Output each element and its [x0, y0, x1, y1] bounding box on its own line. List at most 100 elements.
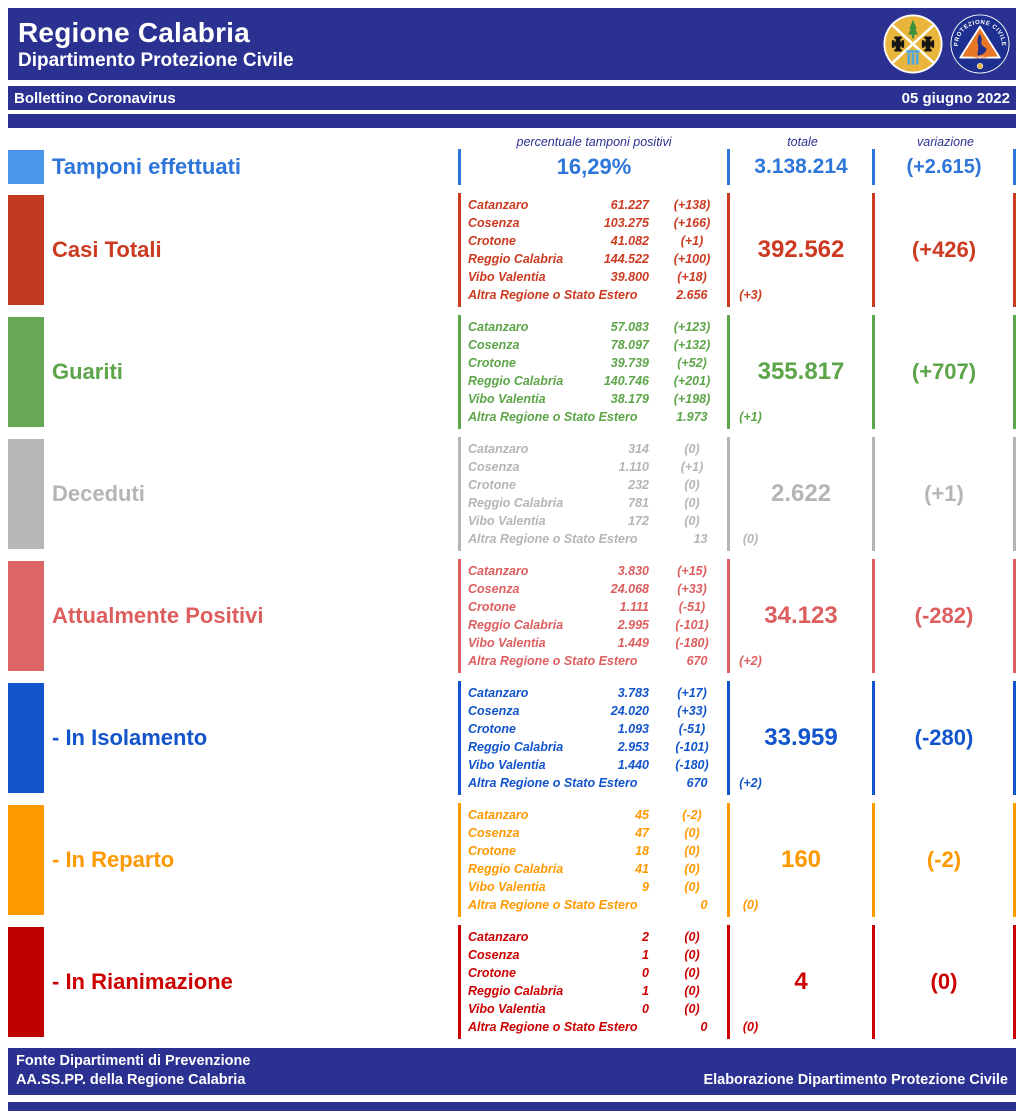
- province-change: (+138): [673, 197, 711, 212]
- section-label: - In Reparto: [52, 847, 175, 872]
- province-name: Altra Regione o Stato Estero: [468, 409, 638, 424]
- province-value: 1.110: [618, 459, 649, 474]
- province-change: (0): [742, 531, 759, 546]
- province-change: (0): [684, 513, 700, 528]
- province-value: 41: [635, 861, 649, 876]
- province-name: Cosenza: [468, 947, 520, 962]
- section-label-cell: Deceduti: [8, 437, 458, 551]
- province-breakdown: Catanzaro 57.083 (+123) Cosenza 78.097 (+132)…: [458, 315, 762, 429]
- section-swatch: [8, 805, 44, 915]
- province-name: Reggio Calabria: [468, 739, 564, 754]
- province-value: 3.783: [617, 685, 649, 700]
- province-change: (-51): [678, 599, 706, 614]
- section-label: - In Rianimazione: [52, 969, 233, 994]
- province-row: Vibo Valentia 9 (0): [468, 880, 725, 895]
- province-name: Crotone: [468, 599, 516, 614]
- section-row: - In Rianimazione Catanzaro 2 (0) Cosenza 1 (0…: [8, 925, 1016, 1039]
- section-total: 2.622: [730, 437, 875, 551]
- tamponi-total: 3.138.214: [730, 149, 875, 185]
- province-value: 172: [628, 513, 649, 528]
- section-variation: (+426): [875, 193, 1016, 307]
- province-value: 1: [642, 983, 649, 998]
- province-breakdown: Catanzaro 314 (0) Cosenza 1.110 (+1) Crotone 23…: [458, 437, 758, 551]
- column-header-percentage: percentuale tamponi positivi: [516, 135, 672, 149]
- province-value: 47: [635, 825, 649, 840]
- section-variation: (+1): [875, 437, 1016, 551]
- province-change: (0): [684, 947, 700, 962]
- province-row: Catanzaro 314 (0): [468, 442, 725, 457]
- province-row: Crotone 232 (0): [468, 478, 725, 493]
- province-change: (-180): [675, 635, 709, 650]
- province-row: Cosenza 1 (0): [468, 948, 725, 963]
- section-swatch: [8, 561, 44, 671]
- province-change: (+18): [677, 269, 707, 284]
- province-value: 144.522: [603, 251, 649, 266]
- province-value: 670: [686, 653, 708, 668]
- province-name: Catanzaro: [468, 807, 529, 822]
- section-total: 160: [730, 803, 875, 917]
- province-value: 103.275: [603, 215, 649, 230]
- province-value: 1: [642, 947, 649, 962]
- bulletin-bar: Bollettino Coronavirus 05 giugno 2022: [8, 86, 1016, 110]
- province-value: 670: [686, 775, 708, 790]
- section-row: Deceduti Catanzaro 314 (0) Cosenza 1.110 (+1) C…: [8, 437, 1016, 551]
- province-row: Crotone 1.093 (-51): [468, 722, 725, 737]
- province-row: Reggio Calabria 41 (0): [468, 862, 725, 877]
- province-change: (0): [684, 825, 700, 840]
- section-label: Casi Totali: [52, 237, 162, 262]
- province-row: Altra Regione o Stato Estero 13 (0): [468, 531, 758, 547]
- province-name: Crotone: [468, 721, 516, 736]
- column-headers: percentuale tamponi positivi totale vari…: [8, 131, 1016, 149]
- province-change: (+198): [673, 391, 711, 406]
- bottom-bar: [8, 1102, 1016, 1111]
- province-change: (+132): [673, 337, 711, 352]
- province-name: Vibo Valentia: [468, 391, 546, 406]
- province-value: 0: [642, 965, 649, 980]
- province-value: 24.068: [610, 581, 649, 596]
- province-row: Cosenza 103.275 (+166): [468, 216, 725, 231]
- page-subtitle: Dipartimento Protezione Civile: [18, 49, 294, 71]
- divider-bar: [8, 114, 1016, 128]
- province-name: Catanzaro: [468, 197, 529, 212]
- province-name: Crotone: [468, 355, 516, 370]
- province-value: 1.440: [617, 757, 649, 772]
- province-name: Cosenza: [468, 825, 520, 840]
- province-value: 1.111: [619, 599, 649, 614]
- province-change: (-180): [675, 757, 709, 772]
- province-breakdown: Catanzaro 2 (0) Cosenza 1 (0) Crotone 0 (0) Reggi…: [458, 925, 758, 1039]
- province-change: (0): [742, 1019, 759, 1034]
- province-name: Reggio Calabria: [468, 983, 564, 998]
- province-name: Reggio Calabria: [468, 251, 564, 266]
- province-value: 2.656: [676, 287, 708, 302]
- province-value: 78.097: [610, 337, 649, 352]
- province-change: (0): [684, 879, 700, 894]
- province-row: Altra Regione o Stato Estero 670 (+2): [468, 775, 762, 791]
- province-name: Cosenza: [468, 581, 520, 596]
- province-row: Catanzaro 3.783 (+17): [468, 686, 725, 701]
- province-value: 781: [628, 495, 649, 510]
- province-name: Altra Regione o Stato Estero: [468, 531, 638, 546]
- province-name: Cosenza: [468, 337, 520, 352]
- section-label: Guariti: [52, 359, 123, 384]
- section-swatch: [8, 195, 44, 305]
- province-row: Crotone 18 (0): [468, 844, 725, 859]
- province-change: (0): [684, 1001, 700, 1016]
- province-change: (0): [684, 441, 700, 456]
- province-value: 0: [700, 1019, 708, 1034]
- province-change: (-2): [682, 807, 702, 822]
- province-change: (0): [684, 983, 700, 998]
- province-name: Altra Regione o Stato Estero: [468, 775, 638, 790]
- province-change: (0): [742, 897, 759, 912]
- tamponi-swatch: [8, 150, 44, 184]
- province-breakdown: Catanzaro 45 (-2) Cosenza 47 (0) Crotone 18 (0) R…: [458, 803, 758, 917]
- section-label: - In Isolamento: [52, 725, 208, 750]
- page-title: Regione Calabria: [18, 16, 250, 48]
- province-value: 232: [628, 477, 649, 492]
- province-change: (0): [684, 843, 700, 858]
- footer-source-line1: Fonte Dipartimenti di Prevenzione: [16, 1053, 251, 1069]
- section-total: 34.123: [730, 559, 875, 673]
- section-swatch: [8, 927, 44, 1037]
- province-change: (+15): [677, 563, 707, 578]
- province-change: (0): [684, 861, 700, 876]
